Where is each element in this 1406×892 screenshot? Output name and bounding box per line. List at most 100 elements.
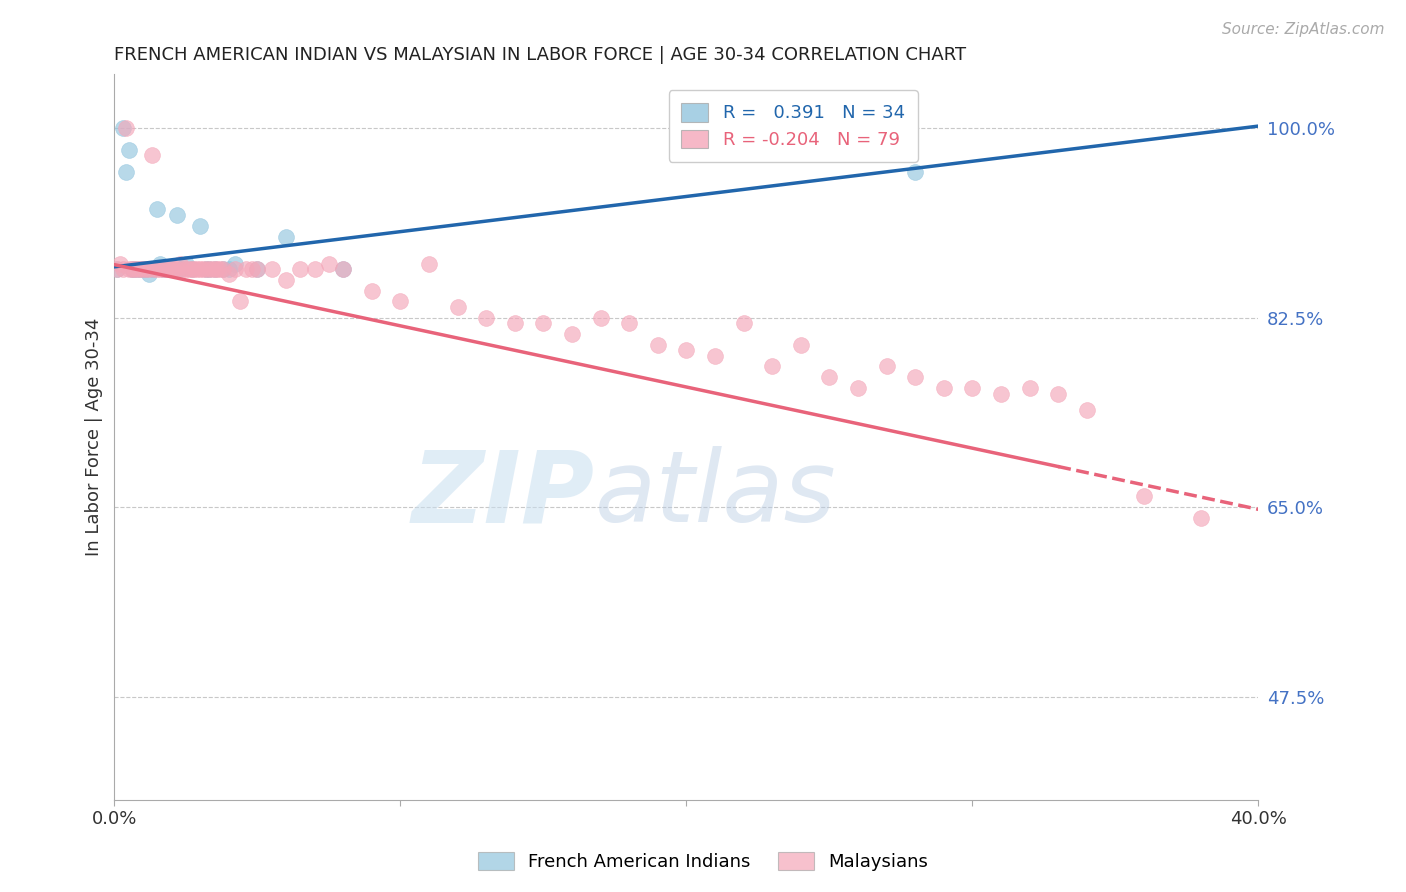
Point <box>194 262 217 277</box>
Point <box>111 262 134 277</box>
Point <box>194 262 217 277</box>
Point <box>790 338 813 352</box>
Point <box>876 359 898 374</box>
Text: atlas: atlas <box>595 446 837 543</box>
Point <box>157 260 180 274</box>
Point <box>589 310 612 325</box>
Point <box>155 262 177 277</box>
Point <box>201 262 224 277</box>
Point <box>229 294 252 309</box>
Point <box>141 262 163 277</box>
Point <box>111 121 134 136</box>
Point <box>274 229 297 244</box>
Point <box>1018 381 1040 395</box>
Point <box>218 268 240 282</box>
Point <box>129 262 152 277</box>
Y-axis label: In Labor Force | Age 30-34: In Labor Force | Age 30-34 <box>86 318 103 556</box>
Point <box>531 316 554 330</box>
Point <box>138 262 160 277</box>
Point <box>503 316 526 330</box>
Text: Source: ZipAtlas.com: Source: ZipAtlas.com <box>1222 22 1385 37</box>
Point <box>129 262 152 277</box>
Legend: R =   0.391   N = 34, R = -0.204   N = 79: R = 0.391 N = 34, R = -0.204 N = 79 <box>669 90 918 161</box>
Point <box>138 268 160 282</box>
Point <box>127 262 149 277</box>
Point <box>246 262 269 277</box>
Point <box>1189 511 1212 525</box>
Point <box>166 208 188 222</box>
Point <box>180 262 202 277</box>
Point <box>962 381 984 395</box>
Point <box>149 256 172 270</box>
Point <box>818 370 841 384</box>
Point <box>204 262 226 277</box>
Point <box>198 262 221 277</box>
Point <box>118 143 141 157</box>
Point <box>240 262 263 277</box>
Point <box>188 262 211 277</box>
Point <box>160 262 183 277</box>
Point <box>121 262 143 277</box>
Point <box>274 273 297 287</box>
Point <box>204 262 226 277</box>
Point <box>207 262 229 277</box>
Point <box>160 262 183 277</box>
Point <box>1133 489 1156 503</box>
Point <box>990 386 1012 401</box>
Point <box>127 262 149 277</box>
Point <box>152 262 174 277</box>
Point <box>186 262 208 277</box>
Point <box>704 349 727 363</box>
Point <box>166 262 188 277</box>
Point <box>224 256 246 270</box>
Point <box>389 294 412 309</box>
Point <box>318 256 340 270</box>
Point <box>561 326 583 341</box>
Point <box>360 284 382 298</box>
Point <box>209 262 232 277</box>
Point <box>260 262 283 277</box>
Point <box>188 219 211 233</box>
Point <box>157 262 180 277</box>
Point <box>163 262 186 277</box>
Point <box>174 256 197 270</box>
Point <box>446 300 468 314</box>
Point <box>904 370 927 384</box>
Point <box>152 262 174 277</box>
Point <box>169 256 191 270</box>
Point <box>290 262 312 277</box>
Point <box>224 262 246 277</box>
Point <box>177 262 200 277</box>
Point <box>108 256 131 270</box>
Point <box>124 262 146 277</box>
Point <box>105 262 128 277</box>
Point <box>146 202 169 217</box>
Point <box>115 164 138 178</box>
Point <box>124 262 146 277</box>
Point <box>1047 386 1070 401</box>
Point <box>761 359 783 374</box>
Point <box>218 262 240 277</box>
Point <box>135 262 157 277</box>
Point <box>155 262 177 277</box>
Point <box>212 262 235 277</box>
Point <box>132 262 155 277</box>
Text: FRENCH AMERICAN INDIAN VS MALAYSIAN IN LABOR FORCE | AGE 30-34 CORRELATION CHART: FRENCH AMERICAN INDIAN VS MALAYSIAN IN L… <box>114 46 966 64</box>
Point <box>191 262 214 277</box>
Legend: French American Indians, Malaysians: French American Indians, Malaysians <box>471 845 935 879</box>
Point <box>180 262 202 277</box>
Point <box>733 316 755 330</box>
Point <box>105 262 128 277</box>
Point <box>332 262 354 277</box>
Point <box>149 262 172 277</box>
Point <box>115 121 138 136</box>
Point <box>904 164 927 178</box>
Point <box>1076 402 1098 417</box>
Point <box>121 262 143 277</box>
Point <box>246 262 269 277</box>
Point <box>146 262 169 277</box>
Point <box>132 262 155 277</box>
Point <box>619 316 641 330</box>
Point <box>174 262 197 277</box>
Point <box>172 262 194 277</box>
